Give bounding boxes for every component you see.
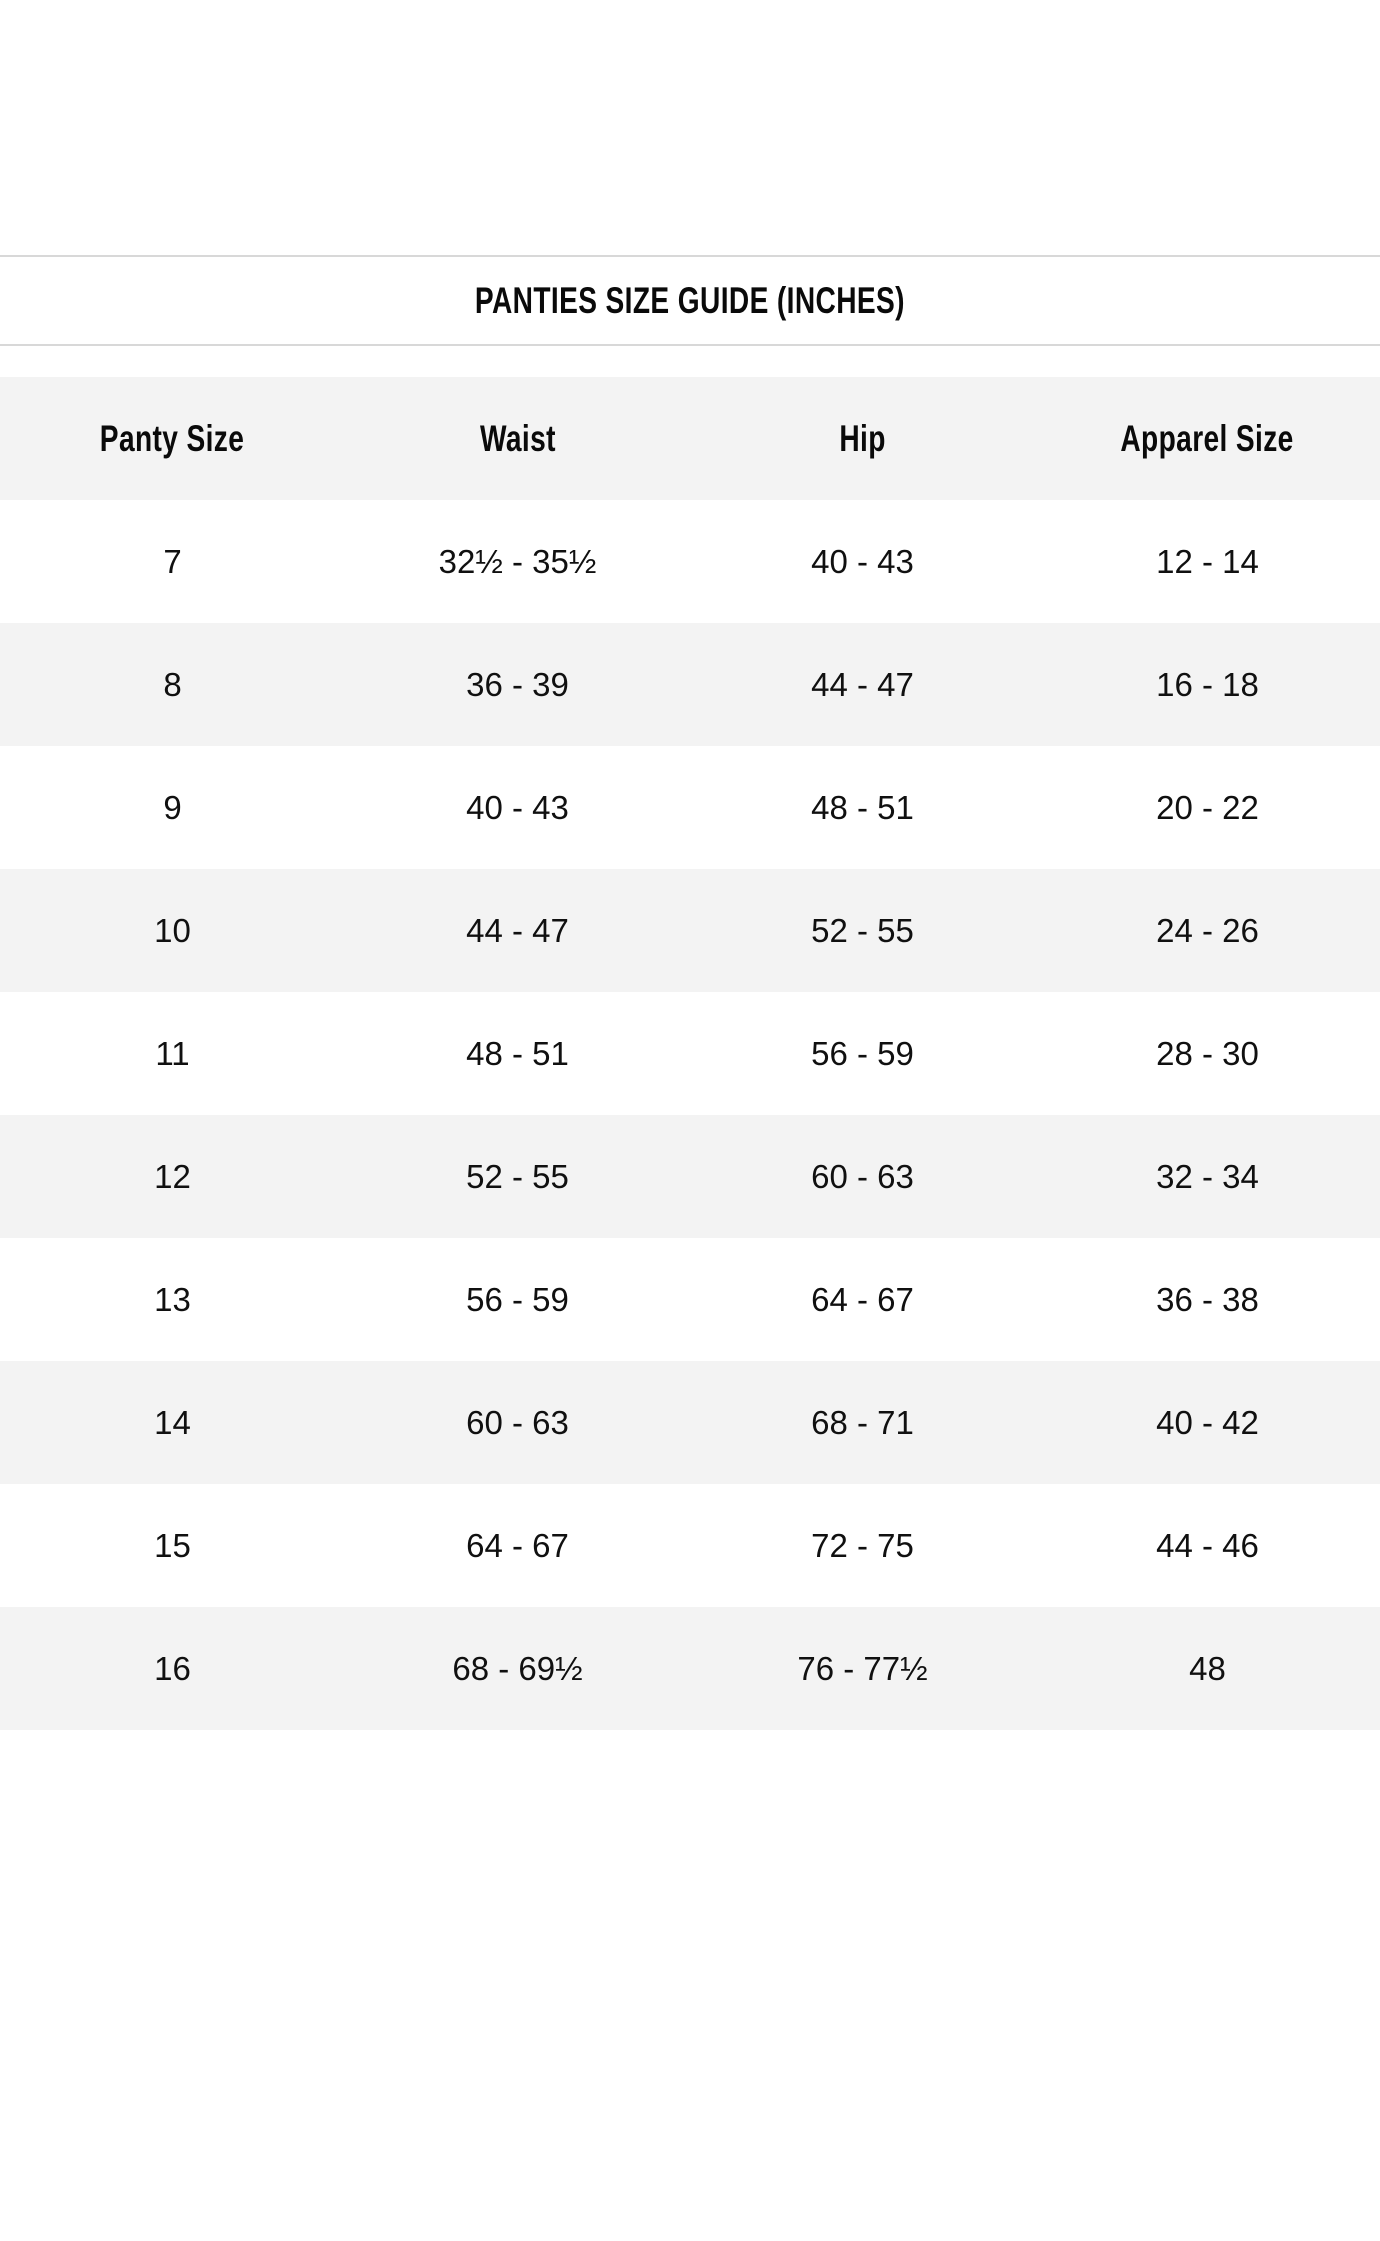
table-cell: 68 - 71 — [811, 1404, 914, 1441]
table-cell: 36 - 38 — [1156, 1281, 1259, 1318]
size-guide-page: PANTIES SIZE GUIDE (INCHES) Panty Size W… — [0, 255, 1380, 2241]
table-cell: 72 - 75 — [811, 1527, 914, 1564]
table-row: 16 68 - 69½ 76 - 77½ 48 — [0, 1607, 1380, 1730]
table-row: 8 36 - 39 44 - 47 16 - 18 — [0, 623, 1380, 746]
table-cell: 44 - 46 — [1156, 1527, 1259, 1564]
table-cell: 13 — [154, 1281, 191, 1318]
table-cell: 12 — [154, 1158, 191, 1195]
table-row: 14 60 - 63 68 - 71 40 - 42 — [0, 1361, 1380, 1484]
table-cell: 11 — [155, 1035, 190, 1072]
table-cell: 52 - 55 — [811, 912, 914, 949]
table-cell: 36 - 39 — [466, 666, 569, 703]
table-cell: 60 - 63 — [811, 1158, 914, 1195]
table-cell: 12 - 14 — [1156, 543, 1259, 580]
size-guide-title-text: PANTIES SIZE GUIDE (INCHES) — [474, 279, 906, 321]
column-header-apparel-size: Apparel Size — [1120, 418, 1295, 459]
table-row: 10 44 - 47 52 - 55 24 - 26 — [0, 869, 1380, 992]
table-body: 7 32½ - 35½ 40 - 43 12 - 14 8 36 - 39 44 - 47 1… — [0, 500, 1380, 1730]
table-cell: 56 - 59 — [466, 1281, 569, 1318]
table-cell: 20 - 22 — [1156, 789, 1259, 826]
table-cell: 64 - 67 — [466, 1527, 569, 1564]
table-row: 13 56 - 59 64 - 67 36 - 38 — [0, 1238, 1380, 1361]
table-cell: 32½ - 35½ — [438, 543, 597, 580]
table-cell: 76 - 77½ — [797, 1650, 928, 1687]
table-cell: 48 - 51 — [466, 1035, 569, 1072]
table-cell: 40 - 42 — [1156, 1404, 1259, 1441]
table-row: 9 40 - 43 48 - 51 20 - 22 — [0, 746, 1380, 869]
table-row: 15 64 - 67 72 - 75 44 - 46 — [0, 1484, 1380, 1607]
table-cell: 7 — [163, 543, 182, 580]
table-header-row: Panty Size Waist Hip Apparel Size — [0, 377, 1380, 500]
column-header-panty-size: Panty Size — [100, 418, 245, 459]
table-cell: 52 - 55 — [466, 1158, 569, 1195]
table-cell: 32 - 34 — [1156, 1158, 1259, 1195]
column-header-waist: Waist — [479, 418, 556, 459]
table-cell: 16 — [154, 1650, 191, 1687]
table-cell: 14 — [154, 1404, 191, 1441]
table-cell: 8 — [163, 666, 182, 703]
table-cell: 48 - 51 — [811, 789, 914, 826]
table-cell: 60 - 63 — [466, 1404, 569, 1441]
table-cell: 48 — [1189, 1650, 1226, 1687]
size-guide-title-section: PANTIES SIZE GUIDE (INCHES) — [0, 255, 1380, 346]
table-cell: 44 - 47 — [466, 912, 569, 949]
table-cell: 24 - 26 — [1156, 912, 1259, 949]
table-cell: 40 - 43 — [811, 543, 914, 580]
table-cell: 15 — [154, 1527, 191, 1564]
table-row: 7 32½ - 35½ 40 - 43 12 - 14 — [0, 500, 1380, 623]
table-cell: 10 — [154, 912, 191, 949]
table-row: 11 48 - 51 56 - 59 28 - 30 — [0, 992, 1380, 1115]
table-cell: 56 - 59 — [811, 1035, 914, 1072]
table-cell: 64 - 67 — [811, 1281, 914, 1318]
table-row: 12 52 - 55 60 - 63 32 - 34 — [0, 1115, 1380, 1238]
column-header-hip: Hip — [839, 418, 886, 459]
table-cell: 68 - 69½ — [452, 1650, 583, 1687]
size-guide-title: PANTIES SIZE GUIDE (INCHES) — [407, 280, 973, 322]
size-guide-table: Panty Size Waist Hip Apparel Size 7 32½ -… — [0, 377, 1380, 1730]
table-cell: 28 - 30 — [1156, 1035, 1259, 1072]
table-cell: 9 — [163, 789, 182, 826]
table-cell: 16 - 18 — [1156, 666, 1259, 703]
table-cell: 44 - 47 — [811, 666, 914, 703]
table-cell: 40 - 43 — [466, 789, 569, 826]
